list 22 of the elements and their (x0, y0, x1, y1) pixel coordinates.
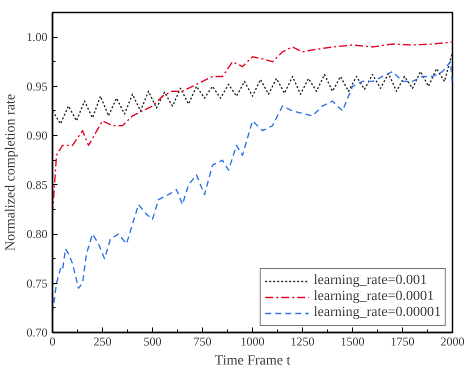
line-series (52, 51, 452, 124)
legend-label: learning_rate=0.0001 (314, 289, 434, 305)
y-tick-label: 0.95 (26, 79, 48, 94)
x-tick-label: 1000 (240, 334, 264, 348)
y-tick-label: 0.90 (26, 128, 48, 143)
y-tick-label: 0.75 (26, 276, 48, 290)
y-axis-title: Normalized completion rate (4, 94, 18, 252)
x-tick-label: 1500 (340, 334, 364, 348)
x-tick-label: 250 (94, 334, 112, 348)
legend-label: learning_rate=0.00001 (314, 305, 441, 321)
x-tick-label: 0 (50, 334, 56, 348)
x-axis-title: Time Frame t (214, 354, 290, 368)
x-tick-label: 750 (194, 334, 212, 348)
legend-label: learning_rate=0.001 (314, 273, 427, 289)
x-tick-label: 2000 (440, 334, 464, 348)
y-tick-label: 0.80 (26, 227, 48, 242)
x-tick-label: 1250 (290, 334, 314, 348)
y-tick-label: 0.85 (26, 178, 48, 192)
y-tick-label: 0.70 (26, 326, 48, 340)
y-tick-label: 1.00 (26, 30, 48, 44)
x-tick-label: 500 (144, 334, 162, 348)
x-tick-label: 1750 (390, 334, 414, 348)
